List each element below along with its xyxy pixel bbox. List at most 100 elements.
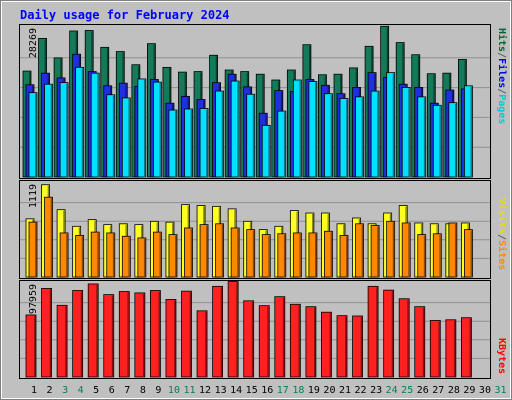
bar-kbytes-day-9 [149,290,161,378]
x-label-day-15: 15 [246,385,258,396]
x-label-day-13: 13 [215,385,227,396]
legend-sites: Sites [496,240,508,270]
legend-pages: Pages [496,94,507,124]
bar-kbytes-day-21 [336,315,348,378]
bar-sites-day-9 [152,231,162,278]
bar-pages-day-10 [168,109,178,178]
x-label-day-19: 19 [308,385,320,396]
bar-sites-day-5 [90,231,100,278]
x-label-day-10: 10 [168,385,180,396]
bar-sites-day-28 [448,222,458,278]
legend-visits-sites: Visits/Sites [496,198,508,270]
bar-kbytes-day-11 [181,290,192,378]
kbytes-ymax-label: 2697959 [28,284,39,326]
bar-sites-day-15 [246,229,256,278]
bar-kbytes-day-26 [414,306,426,378]
bar-kbytes-day-7 [118,291,130,378]
bar-pages-day-1 [28,92,38,178]
x-axis-labels: 1 2 3 4 5 6 7 8 9 10 11 12 13 14 15 16 17 18 19 20 21 22 23 24 2… [31,385,507,396]
x-label-day-9: 9 [155,385,161,396]
bar-sites-day-2 [44,196,53,278]
bar-pages-day-2 [44,83,53,178]
bar-kbytes-day-27 [429,320,441,378]
bar-kbytes-day-29 [460,317,472,378]
bar-sites-day-1 [28,221,38,278]
x-label-day-28: 28 [448,385,460,396]
x-label-day-3: 3 [62,385,68,396]
bar-sites-day-12 [199,224,209,278]
bar-sites-day-20 [324,230,333,278]
x-label-day-5: 5 [93,385,99,396]
bar-sites-day-27 [432,233,442,278]
bar-sites-day-29 [463,229,473,278]
legend-hits-files-pages: Hits/Files/Pages [496,28,508,124]
bar-pages-day-5 [90,72,100,178]
bar-pages-day-21 [339,98,349,178]
bar-pages-day-18 [292,79,302,178]
bar-sites-day-8 [137,237,147,278]
x-label-day-1: 1 [31,385,37,396]
x-label-day-2: 2 [47,385,53,396]
legend-hits: Hits [496,28,508,52]
x-label-day-4: 4 [78,385,84,396]
x-label-day-18: 18 [292,385,304,396]
bar-pages-day-7 [121,97,131,178]
bar-pages-day-27 [432,104,442,178]
x-label-day-6: 6 [109,385,115,396]
hits-ymax-label: 28269 [28,28,39,58]
x-label-day-8: 8 [140,385,146,396]
bar-kbytes-day-22 [352,315,363,378]
x-label-day-31: 31 [494,385,506,396]
bar-pages-day-20 [324,93,333,178]
bar-pages-day-29 [463,85,473,178]
x-label-day-29: 29 [463,385,475,396]
bar-pages-day-17 [277,110,287,178]
bar-pages-day-3 [59,82,69,178]
bar-kbytes-day-3 [56,304,68,378]
bar-sites-day-22 [355,223,364,278]
x-label-day-24: 24 [386,385,398,396]
bar-sites-day-26 [417,234,427,278]
x-label-day-17: 17 [277,385,289,396]
bar-sites-day-18 [292,232,302,278]
bar-kbytes-day-5 [87,283,99,378]
bar-sites-day-25 [401,222,411,278]
x-label-day-16: 16 [261,385,273,396]
bar-pages-day-28 [448,102,458,178]
bar-kbytes-day-25 [398,298,410,378]
chart-title: Daily usage for February 2024 [20,8,230,22]
bar-pages-day-6 [106,94,116,178]
bar-pages-day-23 [370,90,380,178]
legend-kbytes: KBytes [496,338,507,374]
x-label-day-25: 25 [401,385,413,396]
panel-visits-frame [19,180,491,279]
bar-pages-day-26 [417,96,427,178]
bar-pages-day-9 [152,81,162,178]
legend-visits: Visits [496,198,508,234]
visits-ymax-label: 1119 [28,184,39,208]
x-label-day-23: 23 [370,385,382,396]
bar-kbytes-day-14 [227,281,239,378]
bar-pages-day-14 [230,80,240,178]
bar-kbytes-day-10 [165,299,177,378]
legend-sep-3: / [496,234,507,240]
legend-sep-1: / [496,52,507,58]
bar-pages-day-11 [184,108,193,178]
bar-sites-day-10 [168,234,178,278]
bar-kbytes-day-6 [103,294,115,378]
bar-kbytes-day-16 [258,305,270,378]
bar-pages-day-12 [199,108,209,178]
bar-kbytes-day-2 [41,288,52,378]
bar-kbytes-day-17 [274,296,286,378]
bar-kbytes-day-28 [445,319,457,378]
bar-pages-day-4 [75,66,85,178]
panel-hits-frame [19,24,491,179]
bar-sites-day-17 [277,233,287,278]
bar-sites-day-14 [230,227,240,278]
panel-kbytes-frame [19,280,491,379]
x-label-day-21: 21 [339,385,351,396]
bar-kbytes-day-20 [321,311,332,378]
legend-sep-2: / [496,88,507,94]
